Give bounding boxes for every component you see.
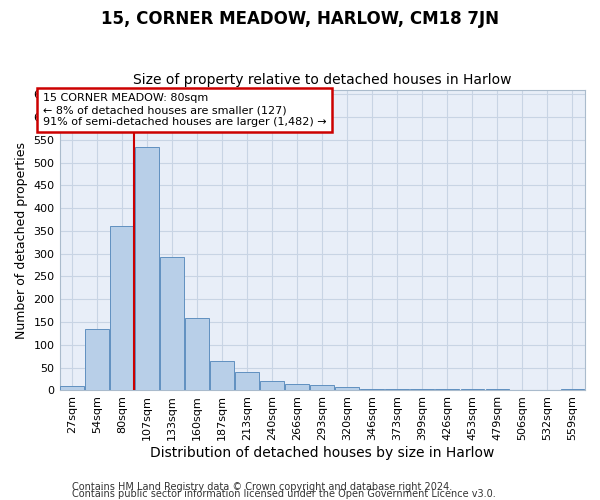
X-axis label: Distribution of detached houses by size in Harlow: Distribution of detached houses by size … <box>150 446 494 460</box>
Bar <box>461 389 484 390</box>
Text: Contains public sector information licensed under the Open Government Licence v3: Contains public sector information licen… <box>72 489 496 499</box>
Bar <box>185 318 209 390</box>
Bar <box>560 389 584 390</box>
Text: 15, CORNER MEADOW, HARLOW, CM18 7JN: 15, CORNER MEADOW, HARLOW, CM18 7JN <box>101 10 499 28</box>
Bar <box>135 146 159 390</box>
Y-axis label: Number of detached properties: Number of detached properties <box>15 142 28 338</box>
Title: Size of property relative to detached houses in Harlow: Size of property relative to detached ho… <box>133 73 512 87</box>
Bar <box>410 389 434 390</box>
Bar <box>485 389 509 390</box>
Bar <box>60 386 84 390</box>
Bar <box>160 258 184 390</box>
Bar <box>286 384 309 390</box>
Bar <box>335 387 359 390</box>
Bar <box>85 329 109 390</box>
Bar <box>210 361 234 390</box>
Bar <box>110 226 134 390</box>
Bar <box>361 389 384 390</box>
Bar <box>310 386 334 390</box>
Bar <box>260 381 284 390</box>
Text: 15 CORNER MEADOW: 80sqm
← 8% of detached houses are smaller (127)
91% of semi-de: 15 CORNER MEADOW: 80sqm ← 8% of detached… <box>43 94 326 126</box>
Bar <box>235 372 259 390</box>
Bar <box>436 389 459 390</box>
Text: Contains HM Land Registry data © Crown copyright and database right 2024.: Contains HM Land Registry data © Crown c… <box>72 482 452 492</box>
Bar <box>385 389 409 390</box>
